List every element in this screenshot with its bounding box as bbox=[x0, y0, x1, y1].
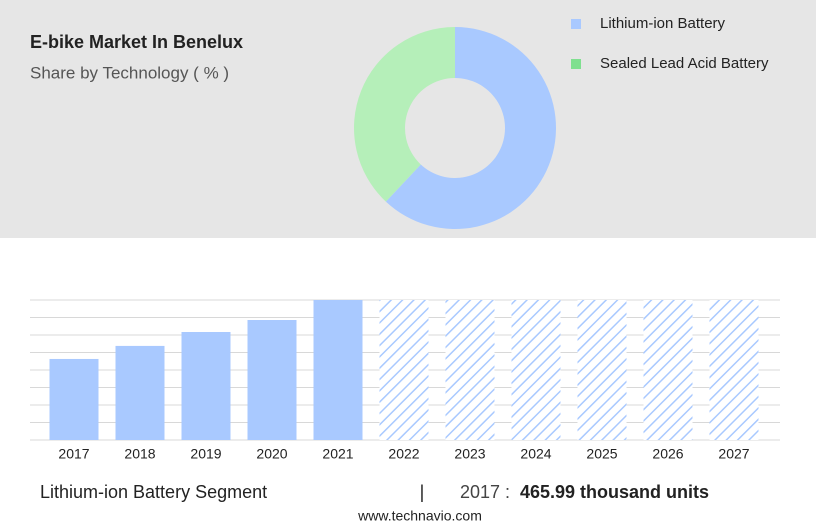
bar bbox=[115, 345, 165, 440]
footer-separator: | bbox=[420, 482, 425, 502]
x-tick-label: 2027 bbox=[718, 446, 749, 462]
x-tick-label: 2020 bbox=[256, 446, 287, 462]
chart-title: E-bike Market In Benelux bbox=[30, 32, 243, 52]
x-tick-label: 2023 bbox=[454, 446, 485, 462]
chart-subtitle: Share by Technology ( % ) bbox=[30, 63, 229, 82]
donut-chart: Lithium-ion Battery Sealed Lead Acid Batt… bbox=[354, 15, 769, 229]
x-tick-label: 2025 bbox=[586, 446, 617, 462]
footer-segment: Lithium-ion Battery Segment bbox=[40, 482, 267, 502]
x-tick-label: 2021 bbox=[322, 446, 353, 462]
x-tick-label: 2024 bbox=[520, 446, 551, 462]
x-tick-label: 2019 bbox=[190, 446, 221, 462]
bar bbox=[247, 320, 297, 440]
bar bbox=[313, 300, 363, 440]
forecast-bar bbox=[379, 300, 429, 440]
forecast-bar bbox=[511, 300, 561, 440]
x-tick-label: 2017 bbox=[58, 446, 89, 462]
forecast-bar bbox=[643, 300, 693, 440]
legend-swatch bbox=[571, 59, 581, 69]
bar bbox=[49, 358, 99, 440]
donut-slice bbox=[385, 27, 557, 229]
x-tick-label: 2018 bbox=[124, 446, 155, 462]
legend-label: Lithium-ion Battery bbox=[600, 15, 726, 32]
legend-label: Sealed Lead Acid Battery bbox=[600, 55, 769, 72]
bar bbox=[181, 332, 231, 440]
bar-chart: 2017 2018 2019 2020 2021 2022 2023 2024 2025 2026… bbox=[30, 299, 780, 462]
x-tick-label: 2022 bbox=[388, 446, 419, 462]
donut-slice bbox=[354, 27, 455, 202]
footer-year: 2017 : bbox=[460, 482, 510, 502]
forecast-bar bbox=[445, 300, 495, 440]
x-tick-label: 2026 bbox=[652, 446, 683, 462]
forecast-bar bbox=[709, 300, 759, 440]
source: www.technavio.com bbox=[357, 508, 482, 524]
forecast-bar bbox=[577, 300, 627, 440]
legend-swatch bbox=[571, 19, 581, 29]
footer-value: 465.99 thousand units bbox=[520, 482, 709, 502]
